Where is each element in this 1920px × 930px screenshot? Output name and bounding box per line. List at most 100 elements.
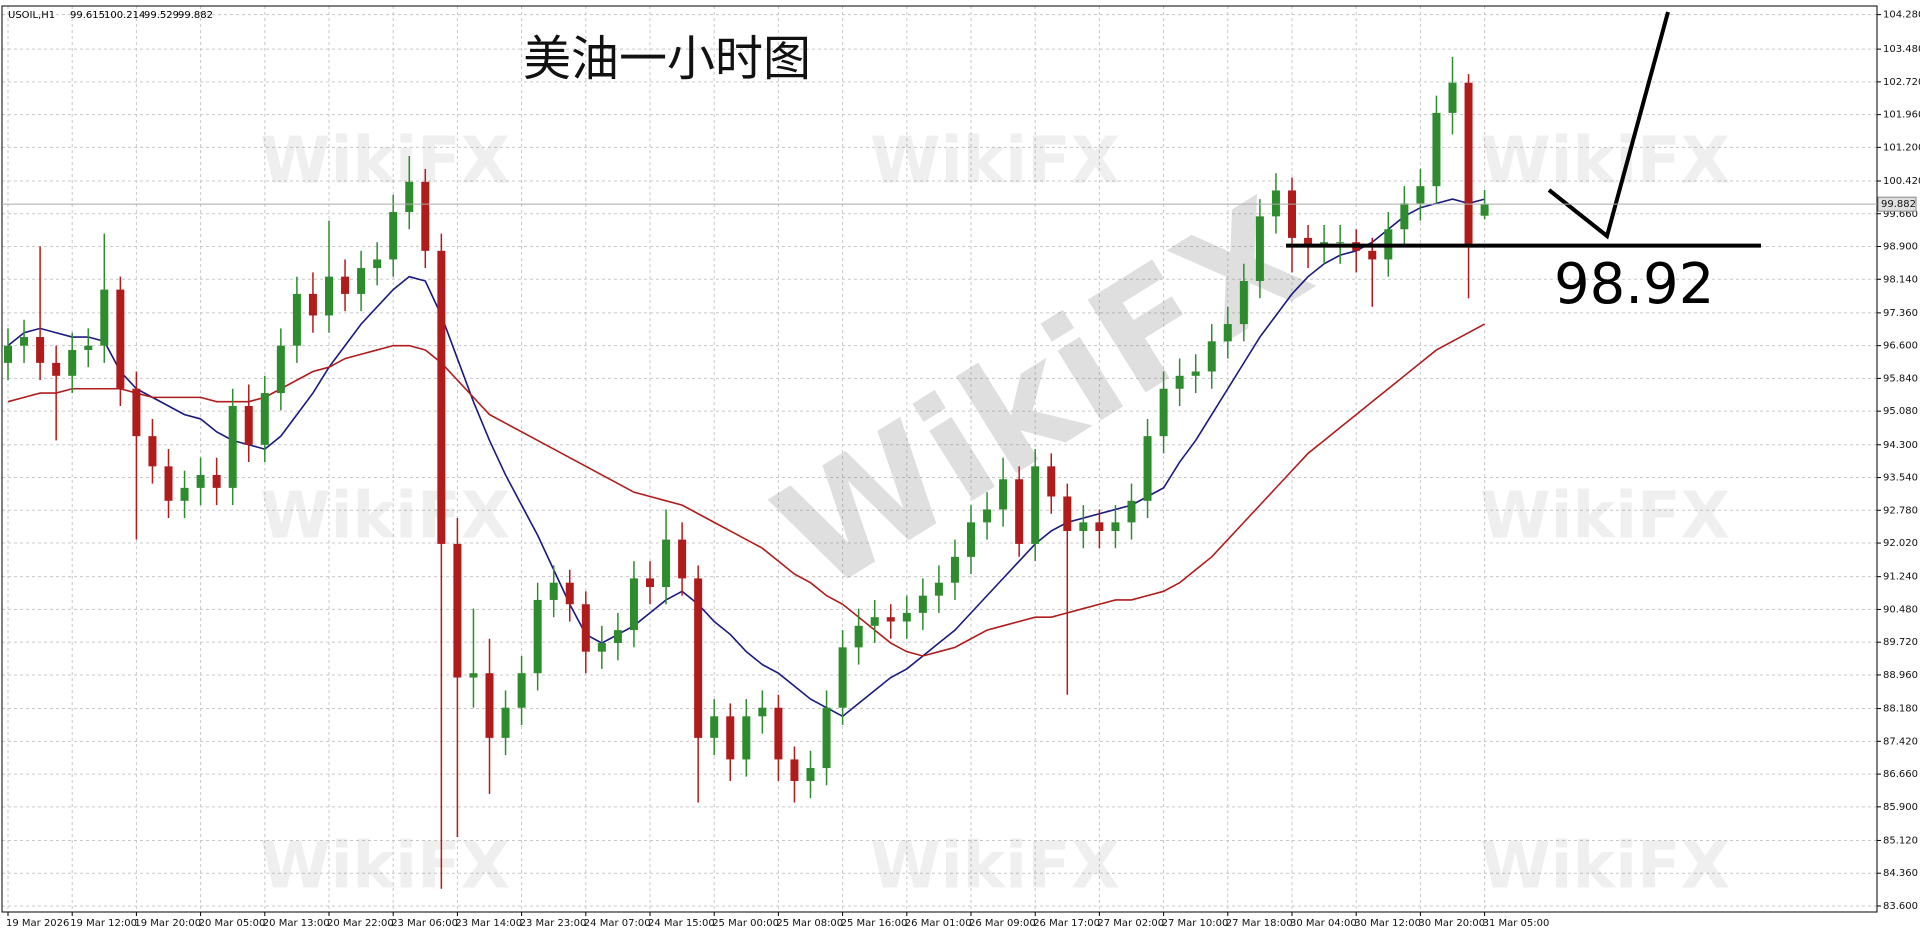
- y-tick-label: 95.840: [1883, 373, 1918, 384]
- candle-body: [758, 707, 767, 717]
- candle-body: [517, 673, 526, 708]
- x-tick-label: 30 Mar 12:00: [1354, 918, 1421, 929]
- header-low: 99.529: [144, 10, 179, 21]
- x-tick-label: 26 Mar 09:00: [969, 918, 1036, 929]
- candle-body: [742, 716, 751, 760]
- candle-body: [1175, 375, 1184, 389]
- candle-body: [1480, 204, 1489, 216]
- candle-body: [999, 479, 1008, 510]
- candle-body: [1143, 436, 1152, 501]
- candle-body: [1111, 522, 1120, 531]
- candle-body: [662, 539, 671, 588]
- candle-body: [1255, 216, 1264, 281]
- watermark: WikiFX: [260, 830, 510, 904]
- watermark: WikiFX: [870, 830, 1120, 904]
- grid: [2, 6, 1877, 912]
- candle-body: [1288, 190, 1296, 238]
- x-tick-label: 25 Mar 16:00: [841, 918, 908, 929]
- moving-average: [7, 198, 1485, 718]
- candle-body: [405, 181, 414, 213]
- x-tick-label: 24 Mar 15:00: [648, 918, 715, 929]
- x-tick-label: 27 Mar 10:00: [1162, 918, 1229, 929]
- y-tick-label: 88.960: [1883, 670, 1918, 681]
- candle-body: [389, 212, 398, 260]
- candle-body: [212, 474, 221, 488]
- y-tick-label: 101.960: [1883, 110, 1920, 121]
- x-tick-label: 23 Mar 23:00: [520, 918, 587, 929]
- y-tick-label: 100.420: [1883, 176, 1920, 187]
- price-tag: [1877, 196, 1917, 212]
- x-tick-label: 19 Mar 12:00: [70, 918, 137, 929]
- candle-body: [196, 474, 205, 488]
- candle-body: [613, 630, 622, 644]
- candle-body: [116, 289, 125, 389]
- plot-border: [1, 5, 1878, 913]
- candle-body: [1464, 82, 1473, 247]
- x-tick-label: 31 Mar 05:00: [1483, 918, 1550, 929]
- candle-body: [1416, 186, 1425, 204]
- header-high: 100.214: [104, 10, 145, 21]
- watermark: WikiFX: [260, 480, 510, 554]
- x-tick-label: 30 Mar 04:00: [1290, 918, 1357, 929]
- y-tick-label: 96.600: [1883, 341, 1918, 352]
- y-tick-label: 103.480: [1883, 44, 1920, 55]
- header-close: 99.882: [178, 10, 213, 21]
- candle-body: [533, 599, 542, 674]
- candle-body: [1031, 466, 1040, 544]
- x-tick-label: 23 Mar 14:00: [455, 918, 522, 929]
- watermark: WikiFX: [1480, 480, 1730, 554]
- candle-body: [549, 582, 558, 600]
- candle-body: [774, 707, 783, 760]
- y-tick-label: 92.020: [1883, 538, 1918, 549]
- y-tick-label: 104.280: [1883, 10, 1920, 21]
- candle-body: [485, 673, 494, 738]
- x-tick-label: 26 Mar 01:00: [905, 918, 972, 929]
- candle-body: [453, 543, 462, 678]
- y-tick-label: 94.300: [1883, 440, 1918, 451]
- candle-body: [886, 617, 895, 622]
- candle-body: [870, 617, 879, 626]
- candle-body: [790, 759, 799, 781]
- candle-body: [694, 578, 703, 738]
- y-tick-label: 98.900: [1883, 242, 1918, 253]
- candle-body: [421, 181, 430, 251]
- x-tick-label: 30 Mar 20:00: [1418, 918, 1485, 929]
- candle-body: [822, 707, 831, 769]
- x-tick-label: 24 Mar 07:00: [584, 918, 651, 929]
- chart-title: 美油一小时图: [523, 31, 811, 87]
- candle-body: [373, 259, 382, 269]
- candle-body: [276, 345, 285, 394]
- candle-body: [501, 707, 510, 738]
- y-tick-label: 84.360: [1883, 868, 1918, 879]
- candle-body: [1159, 388, 1168, 437]
- candle-body: [325, 276, 333, 316]
- y-tick-label: 85.120: [1883, 835, 1918, 846]
- candle-body: [228, 405, 237, 488]
- candle-body: [838, 647, 847, 708]
- candle-body: [148, 436, 157, 467]
- candle-body: [934, 582, 943, 596]
- symbol: USOIL,H1: [8, 10, 55, 21]
- candle-body: [20, 337, 29, 346]
- x-tick-label: 27 Mar 18:00: [1226, 918, 1293, 929]
- y-tick-label: 88.180: [1883, 704, 1918, 715]
- watermark: WikiFX: [870, 125, 1120, 199]
- candle-body: [68, 349, 77, 376]
- y-tick-label: 92.780: [1883, 505, 1918, 516]
- candle-body: [806, 768, 815, 781]
- x-tick-label: 20 Mar 13:00: [263, 918, 330, 929]
- candle-body: [132, 388, 141, 437]
- x-tick-label: 19 Mar 20:00: [134, 918, 201, 929]
- candle-body: [437, 250, 446, 544]
- candle-body: [678, 539, 687, 579]
- candle-body: [597, 643, 606, 652]
- candle-body: [1239, 280, 1248, 325]
- candle-body: [710, 716, 719, 738]
- y-tick-label: 91.240: [1883, 572, 1918, 583]
- candle-body: [1400, 203, 1409, 230]
- candle-body: [918, 595, 927, 613]
- candle-body: [164, 466, 173, 501]
- candle-body: [1304, 237, 1313, 247]
- x-tick-label: 26 Mar 17:00: [1033, 918, 1100, 929]
